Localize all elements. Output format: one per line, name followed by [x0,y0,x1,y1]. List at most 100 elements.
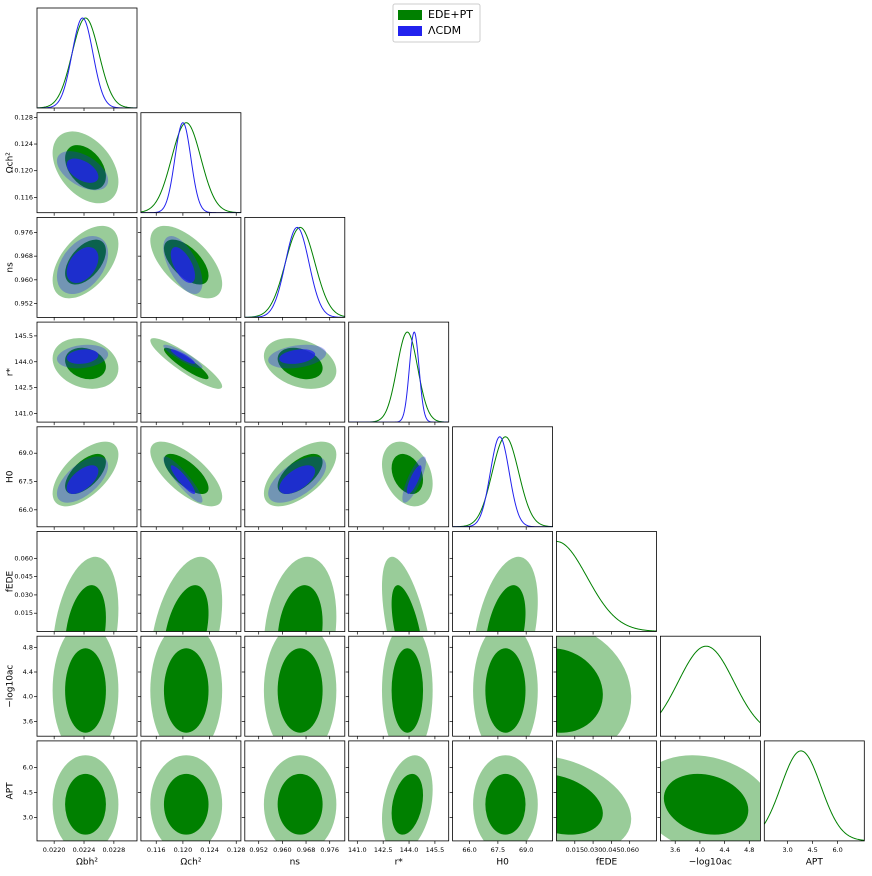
panel-frame [556,531,657,632]
contour-68 [391,773,424,835]
panel-frame [140,112,242,214]
panel-content [348,331,449,423]
panel-content [37,17,137,108]
x-tick-label: 4.0 [695,846,705,854]
y-tick-label: 4.5 [23,789,33,797]
panel-content [52,225,119,299]
panel-frame [36,216,138,318]
panel [345,635,450,740]
y-tick-label: 0.976 [14,228,33,236]
contour-68 [406,465,422,494]
contour-68 [65,585,106,632]
panel: 0.116 0.120 0.124 0.128 Ωch² [6,112,138,216]
y-tick-label: 4.8 [23,643,33,651]
x-tick-label: 0.030 [584,846,603,854]
panel [241,321,346,426]
panel-content [381,441,433,507]
panel: 3.6 4.0 4.4 4.8 −log10ac [657,740,761,867]
contour-68 [485,773,526,835]
contour-68 [163,773,209,835]
panel-content [150,441,223,507]
y-tick-label: 145.5 [14,332,33,340]
contour-68 [277,585,323,632]
panel-frame [244,740,346,842]
contour-68 [279,349,316,364]
panel-frame [244,426,346,528]
marginal-curve [37,17,137,108]
panel-frame [452,635,554,737]
panel-frame [348,740,450,842]
x-tick-label: 67.5 [491,846,505,854]
y-tick-label: 0.120 [14,167,33,175]
panel-frame [556,740,657,842]
x-tick-label: 145.5 [426,846,445,854]
y-tick-label: 0.116 [14,193,33,201]
marginal-curve [140,122,241,213]
panel-frame [244,531,346,632]
panel-frame [244,635,346,737]
panel-content [150,636,223,737]
panel-content [660,645,761,724]
panel [137,635,242,740]
panel [137,216,242,321]
x-axis-label: r* [395,857,404,867]
panel: 0.952 0.960 0.968 0.976 ns [6,216,138,321]
y-tick-label: 0.960 [14,276,33,284]
y-tick-label: 142.5 [14,384,33,392]
contour-68 [66,247,99,284]
contour-68 [391,648,424,733]
panel-content [52,755,119,841]
x-axis-label: fEDE [596,857,618,867]
x-tick-label: 0.960 [273,846,292,854]
panel-frame [140,635,242,737]
x-tick-label: 3.6 [670,846,680,854]
panel [345,426,450,530]
contour-68 [170,465,196,494]
panel [241,426,346,530]
panel: 141.0 142.5 144.0 145.5 r* [345,740,450,867]
panel-content [52,636,119,737]
contour-68 [391,585,424,632]
contour-68 [663,773,749,835]
x-tick-label: 0.976 [320,846,339,854]
panel-frame [452,426,554,528]
panel-content [263,556,337,632]
x-tick-label: 0.968 [297,846,316,854]
contour-68 [170,349,196,364]
panel-frame [348,321,450,423]
contour-68 [65,773,106,835]
x-tick-label: 0.015 [565,846,584,854]
x-tick-label: 4.5 [807,846,817,854]
y-tick-label: 67.5 [19,478,33,486]
contour-95 [263,556,337,632]
marginal-curve [244,226,345,318]
panel-content [660,755,761,841]
y-axis-label: −log10ac [6,665,16,708]
contour-68 [163,347,209,380]
y-tick-label: 0.030 [14,591,33,599]
y-axis-label: H0 [6,470,16,483]
panel: 0.952 0.960 0.968 0.976 ns [241,740,346,867]
panel [241,531,346,635]
panel-frame [452,740,554,842]
panel-content [381,755,433,841]
panel-content [452,436,553,527]
y-axis-label: ns [6,262,16,273]
panel-content [52,441,119,507]
y-tick-label: 0.045 [14,573,33,581]
y-tick-label: 66.0 [19,506,33,514]
panel-frame [36,635,138,737]
panel-content [263,441,337,507]
panel [244,216,346,321]
panel: 0.0220 0.0224 0.0228 Ωbh² 3.0 4.5 6.0 APT [6,740,138,867]
contour-68 [277,773,323,835]
marginal-curve [764,750,865,841]
panel-frame [140,216,242,318]
x-axis-label: Ωbh² [76,857,98,867]
panel-content [473,636,538,737]
panel [137,426,242,530]
y-tick-label: 0.128 [14,113,33,121]
